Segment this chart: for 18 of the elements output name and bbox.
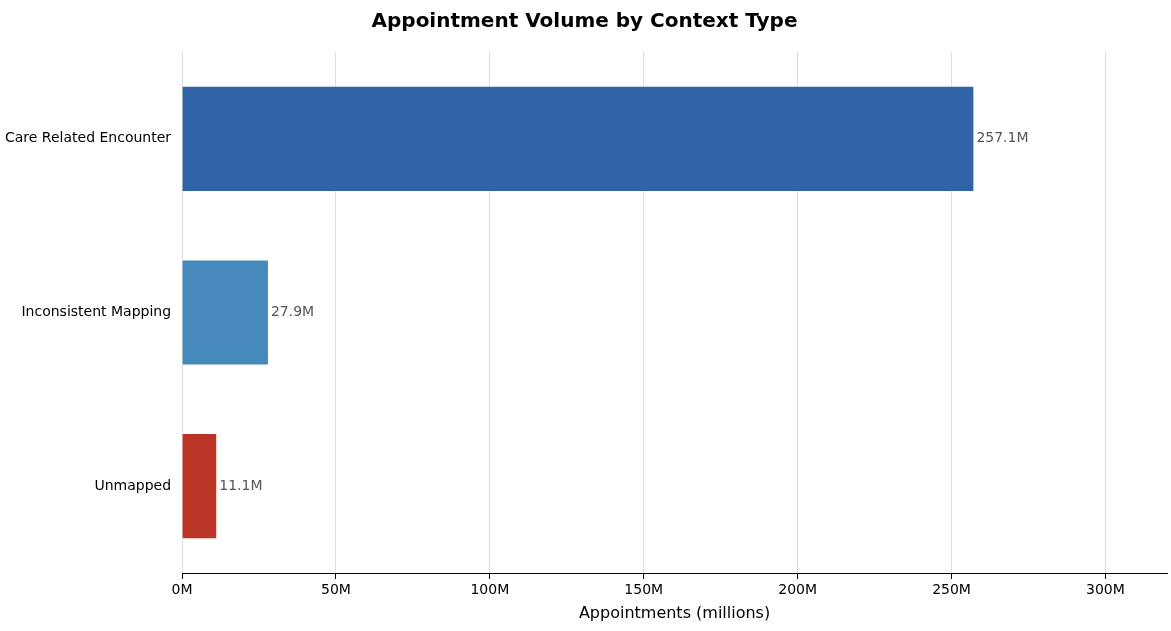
y-tick-label: Unmapped: [94, 476, 172, 493]
bar: [182, 86, 974, 191]
x-tick-label: 0M: [171, 581, 193, 598]
x-axis-title: Appointments (millions): [578, 602, 771, 622]
x-tick-label: 100M: [470, 581, 510, 598]
y-tick-label: Care Related Encounter: [4, 129, 172, 146]
bar: [182, 260, 268, 365]
data-label: 27.9M: [270, 303, 315, 320]
chart-title: Appointment Volume by Context Type: [371, 8, 798, 33]
x-tick-label: 250M: [932, 581, 971, 598]
x-tick-label: 300M: [1086, 581, 1125, 598]
data-label: 11.1M: [219, 476, 263, 493]
bar: [182, 434, 217, 539]
x-tick-label: 50M: [321, 581, 351, 598]
y-tick-label: Inconsistent Mapping: [21, 303, 172, 320]
x-tick-label: 150M: [624, 581, 664, 598]
x-tick-label: 200M: [778, 581, 818, 598]
data-label: 257.1M: [976, 129, 1029, 146]
